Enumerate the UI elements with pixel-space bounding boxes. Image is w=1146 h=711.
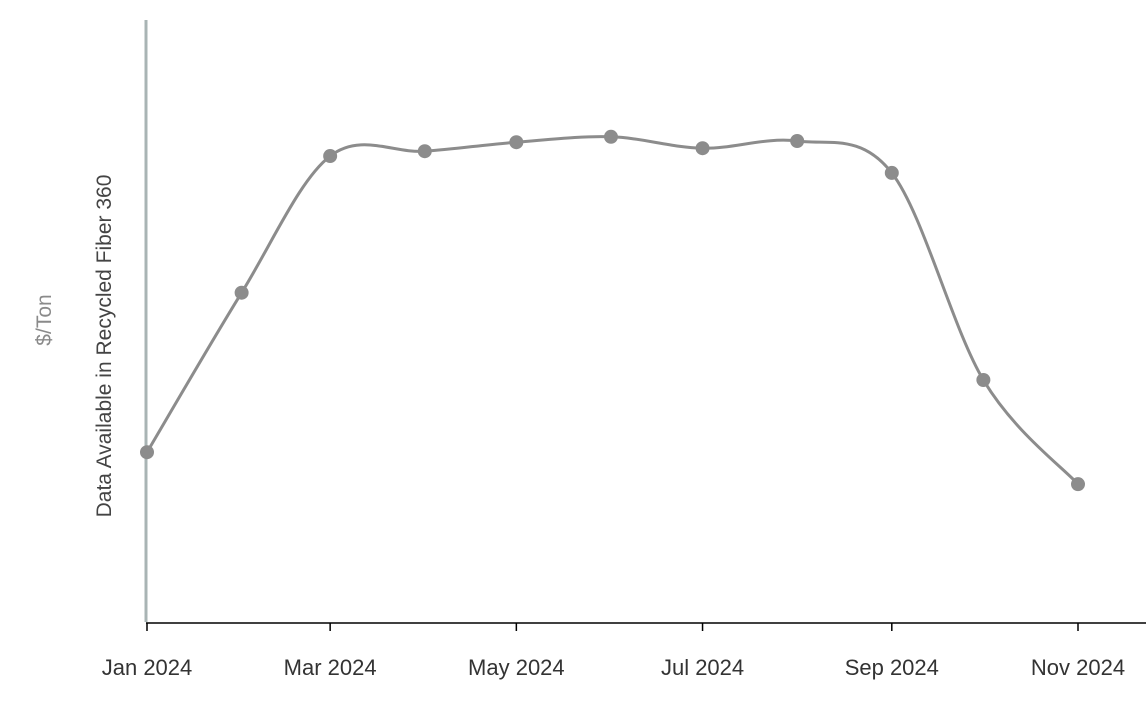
data-point[interactable]: [323, 149, 338, 164]
data-point[interactable]: [1071, 477, 1085, 492]
x-tick-label: Mar 2024: [284, 655, 377, 680]
data-point[interactable]: [234, 285, 249, 300]
data-point[interactable]: [509, 135, 524, 150]
x-tick-label: Jan 2024: [102, 655, 193, 680]
x-tick-label: May 2024: [468, 655, 565, 680]
y-axis-note: Data Available in Recycled Fiber 360: [93, 175, 116, 518]
data-point[interactable]: [790, 134, 805, 149]
data-point[interactable]: [603, 129, 618, 144]
y-axis-label: $/Ton: [33, 294, 56, 345]
data-point[interactable]: [695, 141, 710, 156]
x-tick-label: Nov 2024: [1031, 655, 1125, 680]
x-tick-label: Sep 2024: [845, 655, 939, 680]
data-points: [140, 129, 1085, 492]
series-line: [145, 135, 1080, 486]
data-point[interactable]: [884, 165, 899, 180]
x-ticks: Jan 2024 Mar 2024 May 2024 Jul 2024 Sep 2024…: [102, 623, 1125, 680]
data-point[interactable]: [140, 445, 154, 460]
x-tick-label: Jul 2024: [661, 655, 744, 680]
data-point[interactable]: [976, 372, 991, 387]
data-point[interactable]: [417, 144, 432, 159]
